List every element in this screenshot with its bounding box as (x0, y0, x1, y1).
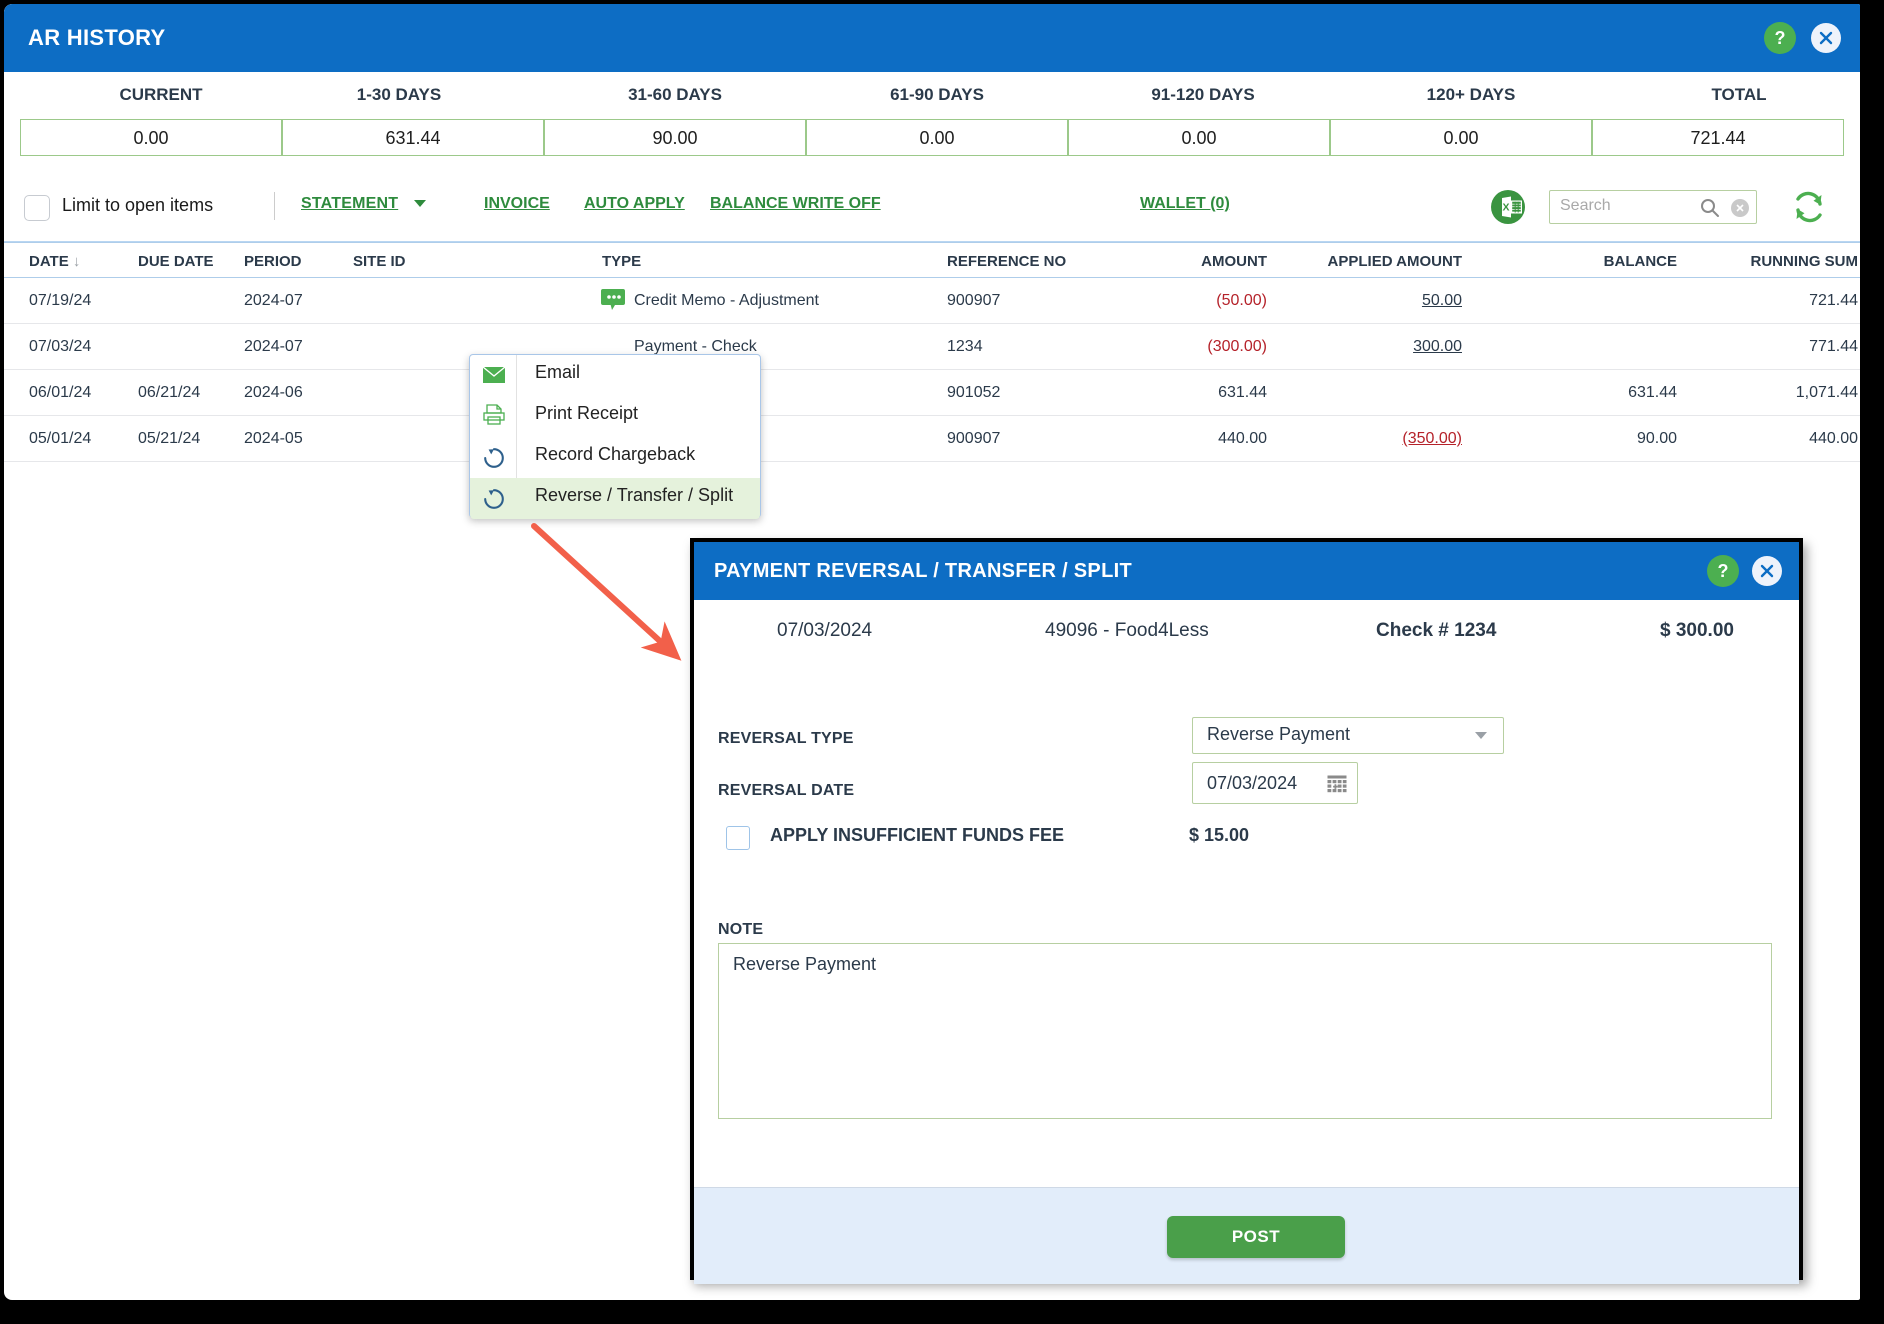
svg-text:X: X (1502, 202, 1509, 214)
